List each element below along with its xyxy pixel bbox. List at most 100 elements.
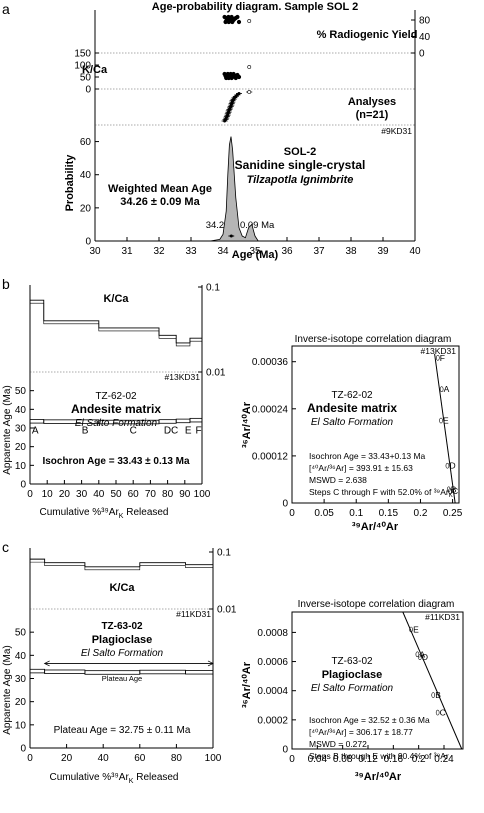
panel-a-unit: Tilzapotla Ignimbrite	[247, 174, 354, 186]
age-step-box	[175, 418, 191, 424]
isochron-point-label: F	[440, 353, 445, 363]
x-tick-label: 0	[27, 753, 33, 764]
peak-age-label: 34.26 ± 0.09 Ma	[206, 220, 275, 231]
b-iso-marks: F A E D BC	[434, 353, 458, 504]
radiogenic-yield-label: % Radiogenic Yield	[317, 29, 418, 41]
x-tick-label: 10	[42, 489, 54, 500]
panel-a-kca-label: K/Ca	[82, 64, 108, 76]
age-step-box	[139, 669, 186, 675]
panel-a-title: Age-probability diagram. Sample SOL 2	[152, 1, 358, 13]
y-tick-label: 0.00012	[252, 451, 289, 462]
x-tick-label: 0.2	[412, 754, 426, 765]
probability-curve-area	[210, 136, 259, 242]
c-iso-sample: TZ-63-02	[331, 656, 373, 667]
x-tick-label: 38	[345, 246, 357, 257]
isochron-point	[445, 462, 450, 469]
panel-c-spectrum-axes	[29, 548, 214, 749]
c-iso-marks: E AD BC	[402, 611, 463, 750]
c-iso-line1: Isochron Age = 32.52 ± 0.36 Ma	[309, 715, 430, 725]
c-iso-xlabel: ³⁹Ar/⁴⁰Ar	[355, 771, 402, 783]
isochron-point-label: E	[413, 624, 419, 634]
b-iso-unit: El Salto Formation	[311, 417, 394, 428]
kca-tick-label: 0.1	[206, 283, 220, 294]
radiogenic-point	[235, 14, 240, 20]
x-tick-label: 40	[93, 489, 105, 500]
x-tick-label: 0.24	[434, 754, 454, 765]
y-tick-label: 0.00036	[252, 357, 289, 368]
c-iso-ticks: 0 0.04 0.08 0.12 0.16 0.2 0.24 0 0.0002 0.0004 0.0…	[257, 628, 454, 765]
panel-c-xlabel: Cumulative %³⁹ArK Released	[49, 772, 178, 785]
age-step-box	[158, 419, 177, 424]
panel-b-sample: TZ-62-02	[95, 391, 137, 402]
b-iso-ylabel: ³⁶Ar/⁴⁰Ar	[241, 401, 253, 448]
age-step-box	[189, 417, 203, 423]
b-iso-axes	[291, 345, 460, 504]
panel-c-marks	[29, 558, 214, 675]
kca-tick-label: 150	[74, 49, 91, 60]
x-tick-label: 80	[162, 489, 174, 500]
panel-c-age-label: Plateau Age = 32.75 ± 0.11 Ma	[54, 725, 191, 736]
x-tick-label: 60	[134, 753, 146, 764]
x-tick-label: 0.2	[414, 508, 428, 519]
isochron-point-label: D	[422, 652, 428, 662]
panel-a-letter: a	[2, 1, 10, 17]
c-iso-title: Inverse-isotope correlation diagram	[298, 599, 455, 610]
x-tick-label: 0	[289, 508, 295, 519]
x-tick-label: 60	[128, 489, 140, 500]
panel-b-xlabel: Cumulative %³⁹ArK Released	[39, 507, 168, 520]
x-tick-label: 0	[27, 489, 33, 500]
x-tick-label: 0.15	[379, 508, 399, 519]
x-tick-label: 37	[313, 246, 325, 257]
x-tick-label: 40	[409, 246, 421, 257]
x-tick-label: 100	[205, 753, 222, 764]
b-iso-mineral: Andesite matrix	[307, 401, 397, 415]
wma-value: 34.26 ± 0.09 Ma	[120, 196, 200, 208]
y-tick-label: 20	[15, 697, 27, 708]
y-tick-label: 40	[15, 651, 27, 662]
panel-a-ylabel: Probability	[64, 154, 76, 212]
y-tick-label: 40	[15, 405, 27, 416]
panel-c-ticks: 0 20 40 60 80 100 0 10 20 30 40 50 0.01 0.1	[15, 548, 237, 765]
panel-c-lab-code: #11KD31	[176, 609, 211, 619]
x-tick-label: 70	[145, 489, 157, 500]
plateau-arrow-left	[43, 660, 50, 667]
analysis-point	[247, 90, 252, 94]
x-tick-label: 34	[217, 246, 229, 257]
c-iso-unit: El Salto Formation	[311, 683, 394, 694]
y-tick-label: 0.0002	[257, 715, 288, 726]
kca-step-line-lower	[30, 302, 202, 347]
y-tick-label: 0	[20, 480, 26, 491]
isochron-point-label: A	[419, 649, 425, 659]
kca-step-line	[30, 558, 213, 568]
x-tick-label: 35	[249, 246, 261, 257]
b-iso-sample: TZ-62-02	[331, 390, 373, 401]
y-tick-label: 0.0006	[257, 657, 288, 668]
panel-b-ticks: 0 10 20 30 40 50 60 70 80 90 100 0 10 20 30 40 50 0.01 0.1	[15, 283, 226, 501]
c-iso-lab-code: #11KD31	[425, 612, 460, 622]
analyses-label: Analyses	[348, 96, 396, 108]
panel-c-sample: TZ-63-02	[101, 621, 143, 632]
step-letter: E	[185, 426, 192, 437]
y-tick-label: 50	[15, 386, 27, 397]
x-tick-label: 0.16	[384, 754, 404, 765]
x-tick-label: 36	[281, 246, 293, 257]
y-tick-label: 60	[80, 137, 92, 148]
isochron-point	[431, 692, 436, 698]
panel-c-unit: El Salto Formation	[81, 648, 164, 659]
x-tick-label: 0.1	[349, 508, 363, 519]
y-tick-label: 10	[15, 461, 27, 472]
b-iso-line3: MSWD = 2.638	[309, 475, 367, 485]
radiogenic-tick-label: 0	[419, 49, 425, 60]
step-letter: DC	[164, 426, 178, 437]
isochron-point-label: B	[451, 484, 457, 494]
wma-label: Weighted Mean Age	[108, 183, 212, 195]
kca-point	[247, 65, 252, 69]
x-tick-label: 31	[121, 246, 133, 257]
y-tick-label: 30	[15, 424, 27, 435]
x-tick-label: 90	[179, 489, 191, 500]
isochron-point-label: B	[435, 690, 441, 700]
isochron-point	[409, 626, 413, 633]
x-tick-label: 20	[59, 489, 71, 500]
plateau-arrow-right	[207, 660, 214, 667]
